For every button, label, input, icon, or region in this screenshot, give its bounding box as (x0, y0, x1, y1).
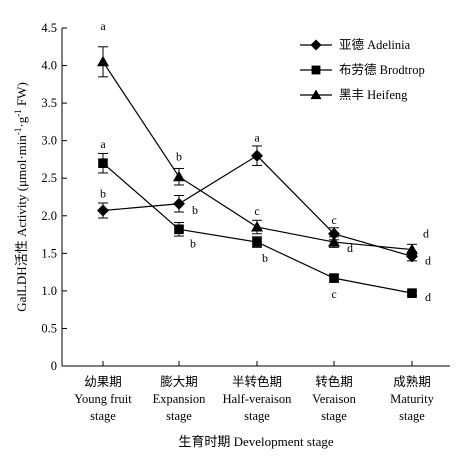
x-category-label-en-4: Maturity (390, 392, 434, 406)
y-tick-label-1: 0.5 (41, 321, 57, 335)
series-1-sig-label-1: b (190, 236, 196, 250)
series-2-sig-label-1: b (176, 150, 182, 164)
y-axis-ticks: 0 0.5 1.0 1.5 2.0 2.5 3.0 3.5 4.0 4.5 (41, 21, 67, 373)
series-2-point-3 (328, 236, 340, 247)
series-2-sig-label-3: d (347, 241, 353, 255)
x-category-label-en-3: Veraison (312, 392, 356, 406)
legend-marker-2 (310, 89, 322, 100)
series-0-sig-label-4: d (425, 253, 431, 267)
y-tick-label-6: 3.0 (41, 134, 57, 148)
series-1-point-0 (98, 158, 108, 168)
y-tick-label-3: 1.5 (41, 246, 57, 260)
x-category-label-stage-3: stage (321, 409, 347, 423)
x-category-label-en-0: Young fruit (74, 392, 132, 406)
x-category-label-en-2: Half-veraison (223, 392, 292, 406)
y-axis-title-suffix: FW) (14, 82, 29, 109)
x-category-label-stage-0: stage (90, 409, 116, 423)
series-0-point-1 (173, 197, 185, 210)
series-2-point-2 (251, 221, 263, 232)
x-category-label-zh-3: 转色期 (315, 374, 353, 389)
series-0-sig-label-0: b (100, 187, 106, 201)
y-tick-label-8: 4.0 (41, 59, 57, 73)
series-0-point-0 (97, 204, 109, 217)
y-tick-label-5: 2.5 (41, 171, 57, 185)
series-1-sig-label-2: b (262, 251, 268, 265)
series-1-point-3 (329, 273, 339, 283)
legend-label-2: 黑丰 Heifeng (339, 88, 408, 102)
series-2-point-4 (406, 243, 418, 255)
series-0-sig-label-2: a (254, 131, 260, 145)
y-tick-label-7: 3.5 (41, 96, 57, 110)
plot-area: 0 0.5 1.0 1.5 2.0 2.5 3.0 3.5 4.0 4.5 幼果期 Young fr… (41, 19, 450, 423)
series-1-sig-label-4: d (425, 290, 431, 304)
series-2-sig-label-0: a (100, 19, 106, 33)
y-axis-title-sup1: -1 (13, 128, 23, 136)
x-category-label-zh-1: 膨大期 (160, 375, 198, 389)
x-category-label-zh-2: 半转色期 (232, 374, 282, 389)
series-0-sig-label-1: b (192, 203, 198, 217)
x-category-label-stage-2: stage (244, 409, 270, 423)
legend-label-0: 亚德 Adelinia (339, 37, 411, 52)
x-axis-title: 生育时期 Development stage (178, 434, 333, 449)
series-2-sig-label-2: c (254, 204, 259, 218)
x-axis-ticks: 幼果期 Young fruit stage 膨大期 Expansion stage 半转色期… (74, 361, 435, 423)
series-1-point-2 (252, 237, 262, 247)
series-2-point-1 (173, 170, 185, 182)
series-0-point-2 (251, 149, 263, 162)
legend: 亚德 Adelinia 布劳德 Brodtrop 黑丰 Heifeng (300, 37, 425, 102)
legend-marker-1 (311, 65, 321, 75)
x-category-label-zh-4: 成熟期 (393, 374, 431, 389)
legend-label-1: 布劳德 Brodtrop (339, 62, 425, 77)
series-1-point-4 (407, 288, 417, 298)
series-1-sig-label-0: a (100, 137, 106, 151)
x-category-label-stage-4: stage (399, 409, 425, 423)
y-tick-label-4: 2.0 (41, 209, 57, 223)
y-axis-title-mid: ·g (14, 116, 29, 127)
x-category-label-zh-0: 幼果期 (84, 375, 122, 389)
legend-marker-0 (310, 39, 322, 51)
series-2-point-0 (97, 55, 109, 67)
series-0-sig-label-3: c (331, 213, 336, 227)
y-axis-title: GalLDH活性 Activity (μmol·min-1·g-1 FW) (13, 82, 29, 312)
x-category-label-stage-1: stage (166, 409, 192, 423)
x-category-label-en-1: Expansion (153, 392, 207, 406)
y-tick-label-9: 4.5 (41, 21, 57, 35)
y-axis-title-sup2: -1 (13, 109, 23, 117)
series-1-sig-label-3: c (331, 287, 336, 301)
y-tick-label-2: 1.0 (41, 284, 57, 298)
y-axis-title-prefix: GalLDH活性 Activity (μmol·min (14, 135, 29, 312)
y-tick-label-0: 0 (51, 359, 57, 373)
series-1-point-1 (174, 224, 184, 235)
series-2-sig-label-4: d (423, 227, 429, 241)
